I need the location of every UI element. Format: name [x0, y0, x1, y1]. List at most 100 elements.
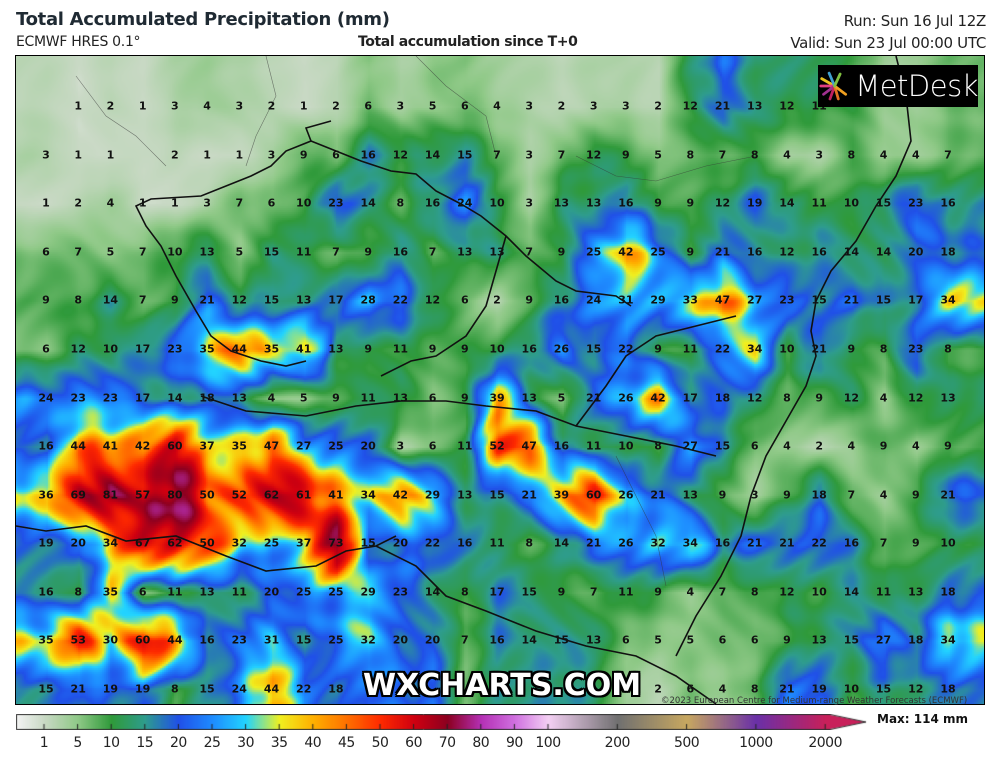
- grid-value: 21: [779, 682, 795, 696]
- valid-time: Valid: Sun 23 Jul 00:00 UTC: [790, 34, 986, 52]
- grid-value: 6: [460, 99, 469, 113]
- grid-value: 16: [811, 245, 827, 259]
- grid-value: 8: [879, 342, 888, 356]
- grid-value: 4: [847, 439, 856, 453]
- grid-value: 23: [392, 585, 408, 599]
- grid-value: 6: [138, 585, 147, 599]
- grid-value: 12: [779, 99, 795, 113]
- grid-value: 15: [843, 633, 859, 647]
- grid-value: 16: [747, 245, 763, 259]
- grid-value: 17: [134, 342, 151, 356]
- grid-value: 25: [296, 585, 312, 599]
- grid-value: 6: [428, 439, 437, 453]
- grid-value: 2: [654, 99, 662, 113]
- grid-value: 53: [70, 633, 86, 647]
- grid-value: 42: [618, 245, 634, 259]
- grid-value: 10: [843, 682, 859, 696]
- grid-value: 5: [654, 148, 662, 162]
- grid-value: 21: [585, 391, 602, 404]
- grid-value: 21: [714, 99, 731, 113]
- grid-value: 1: [203, 148, 211, 162]
- grid-value: 10: [618, 439, 634, 453]
- grid-value: 23: [167, 342, 183, 356]
- grid-value: 15: [360, 536, 376, 550]
- grid-value: 7: [525, 245, 534, 259]
- grid-value: 8: [686, 148, 695, 162]
- grid-value: 16: [843, 536, 859, 550]
- grid-value: 10: [296, 196, 312, 210]
- grid-value: 18: [714, 391, 731, 404]
- grid-value: 17: [682, 391, 698, 404]
- grid-value: 2: [557, 99, 566, 113]
- grid-value: 15: [457, 148, 473, 162]
- grid-value: 26: [618, 488, 634, 502]
- grid-value: 41: [102, 439, 119, 453]
- grid-value: 6: [460, 293, 469, 307]
- grid-value: 4: [911, 148, 920, 162]
- grid-value: 9: [815, 391, 823, 404]
- grid-value: 16: [392, 245, 408, 259]
- grid-value: 5: [235, 245, 244, 259]
- grid-value: 15: [811, 293, 827, 307]
- grid-value: 14: [843, 585, 859, 599]
- grid-value: 30: [102, 633, 119, 647]
- grid-value: 14: [360, 196, 376, 210]
- grid-value: 3: [171, 99, 179, 113]
- grid-value: 25: [328, 439, 344, 453]
- grid-value: 9: [364, 245, 372, 259]
- grid-value: 3: [203, 196, 211, 210]
- grid-value: 5: [106, 245, 115, 259]
- grid-value: 9: [718, 488, 727, 502]
- grid-value: 22: [714, 342, 731, 356]
- country-borders: [16, 56, 912, 704]
- grid-value: 10: [779, 342, 795, 356]
- grid-value: 8: [74, 585, 83, 599]
- grid-value: 13: [328, 342, 344, 356]
- grid-value: 34: [747, 342, 763, 356]
- colorbar-tick-label: 45: [337, 735, 355, 751]
- grid-value: 81: [102, 488, 119, 502]
- grid-value: 18: [199, 391, 215, 404]
- grid-value: 9: [299, 148, 308, 162]
- grid-value: 16: [38, 439, 54, 453]
- grid-value: 15: [489, 488, 505, 502]
- grid-value: 13: [682, 488, 698, 502]
- grid-value: 31: [263, 633, 280, 647]
- grid-value: 1: [235, 148, 244, 162]
- grid-value: 9: [654, 342, 662, 356]
- grid-value: 17: [908, 293, 924, 307]
- grid-value: 15: [875, 196, 892, 210]
- grid-value: 42: [650, 391, 666, 404]
- grid-value: 9: [460, 391, 469, 404]
- grid-value: 31: [618, 293, 634, 307]
- grid-value: 44: [263, 682, 280, 696]
- grid-value: 21: [714, 245, 731, 259]
- grid-value: 23: [779, 293, 795, 307]
- grid-value: 4: [718, 682, 727, 696]
- grid-value: 16: [360, 148, 376, 162]
- copyright-notice: ©2023 European Centre for Medium-range W…: [661, 696, 968, 706]
- grid-value: 16: [521, 342, 537, 356]
- region-line: [415, 56, 497, 157]
- grid-value: 6: [332, 148, 340, 162]
- grid-value: 23: [102, 391, 119, 404]
- grid-value: 9: [557, 585, 566, 599]
- grid-value: 7: [138, 293, 147, 307]
- grid-value: 9: [332, 391, 340, 404]
- grid-value: 12: [392, 148, 408, 162]
- colorbar-tick-label: 500: [673, 735, 700, 751]
- grid-value: 6: [686, 682, 695, 696]
- border-line: [675, 56, 912, 657]
- grid-value: 35: [263, 342, 280, 356]
- grid-value: 21: [747, 536, 763, 550]
- colorbar-tick-label: 1000: [739, 735, 773, 751]
- grid-value: 80: [167, 488, 183, 502]
- grid-value: 12: [714, 196, 731, 210]
- precipitation-map: 1213432126356432332122113121131121139616…: [15, 55, 985, 706]
- colorbar-tick-label: 2000: [808, 735, 843, 751]
- grid-value: 22: [424, 536, 441, 550]
- grid-value: 9: [460, 342, 469, 356]
- grid-value: 60: [167, 439, 183, 453]
- grid-value: 9: [911, 488, 920, 502]
- grid-value: 2: [267, 99, 276, 113]
